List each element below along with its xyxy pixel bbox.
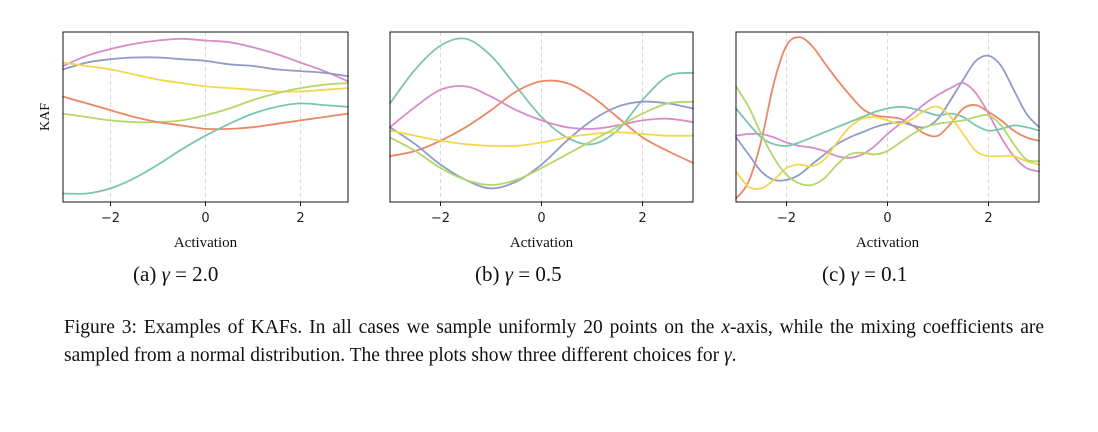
figure-caption: Figure 3: Examples of KAFs. In all cases…	[64, 314, 1044, 370]
series-line-2	[62, 56, 349, 78]
series-line-6	[389, 100, 694, 186]
caption-x-symbol: x	[721, 317, 730, 338]
subcaption-b-value: = 0.5	[518, 262, 562, 286]
x-tick-label: 0	[883, 211, 891, 226]
series-line-1	[62, 37, 349, 83]
subplot-b: −2 0 2 Activation	[352, 14, 702, 294]
series-line-6	[735, 85, 1040, 187]
series-line-5	[389, 129, 694, 148]
series-line-4	[389, 100, 694, 190]
chart-a-svg: −2 0 2 Activation KAF	[38, 31, 349, 251]
chart-c-xlabel: Activation	[856, 235, 920, 251]
chart-b-svg: −2 0 2 Activation	[389, 31, 694, 251]
chart-a-ticks: −2 0 2	[101, 202, 305, 226]
caption-text-end: .	[731, 345, 737, 366]
subcaption-b: (b) γ = 0.5	[475, 262, 562, 287]
chart-a-ylabel: KAF	[38, 103, 53, 131]
chart-b-xlabel: Activation	[510, 235, 574, 251]
subcaption-a-gamma: γ	[161, 262, 170, 286]
x-tick-label: −2	[431, 211, 450, 226]
series-line-3	[735, 81, 1040, 173]
x-tick-label: 2	[296, 211, 304, 226]
subplot-c: −2 0 2 Activation	[698, 14, 1048, 294]
subplot-a: −2 0 2 Activation KAF	[20, 14, 370, 294]
subcaption-a-value: = 2.0	[175, 262, 219, 286]
caption-text-1: Figure 3: Examples of KAFs. In all cases…	[64, 317, 722, 338]
series-line-4	[735, 105, 1040, 147]
caption-text-2: -axis, while the mixing coefficients are…	[64, 317, 1044, 366]
x-tick-label: 0	[201, 211, 209, 226]
subcaption-b-label: (b)	[475, 262, 500, 286]
x-tick-label: −2	[777, 211, 796, 226]
chart-a-xlabel: Activation	[174, 235, 238, 251]
x-tick-label: 2	[984, 211, 992, 226]
series-line-1	[389, 37, 694, 146]
chart-b-ticks: −2 0 2	[431, 202, 647, 226]
series-line-3	[62, 61, 349, 93]
chart-c-ticks: −2 0 2	[777, 202, 993, 226]
x-tick-label: 2	[638, 211, 646, 226]
chart-c-series	[735, 36, 1040, 200]
subcaption-c-label: (c)	[822, 262, 846, 286]
subcaption-b-gamma: γ	[504, 262, 514, 286]
series-line-6	[62, 102, 349, 195]
series-line-2	[389, 85, 694, 130]
series-line-2	[735, 54, 1040, 182]
chart-c-svg: −2 0 2 Activation	[735, 31, 1040, 251]
subcaption-c: (c) γ = 0.1	[822, 262, 907, 287]
x-tick-label: −2	[101, 211, 120, 226]
series-line-5	[62, 95, 349, 131]
chart-a-series	[62, 37, 349, 195]
subcaption-a-label: (a)	[133, 262, 157, 286]
series-line-4	[62, 82, 349, 124]
subcaption-c-value: = 0.1	[864, 262, 908, 286]
chart-b-series	[389, 37, 694, 190]
series-line-5	[735, 105, 1040, 191]
subcaption-a: (a) γ = 2.0	[133, 262, 218, 287]
subcaption-c-gamma: γ	[850, 262, 859, 286]
x-tick-label: 0	[537, 211, 545, 226]
caption-gamma-symbol: γ	[723, 345, 732, 366]
